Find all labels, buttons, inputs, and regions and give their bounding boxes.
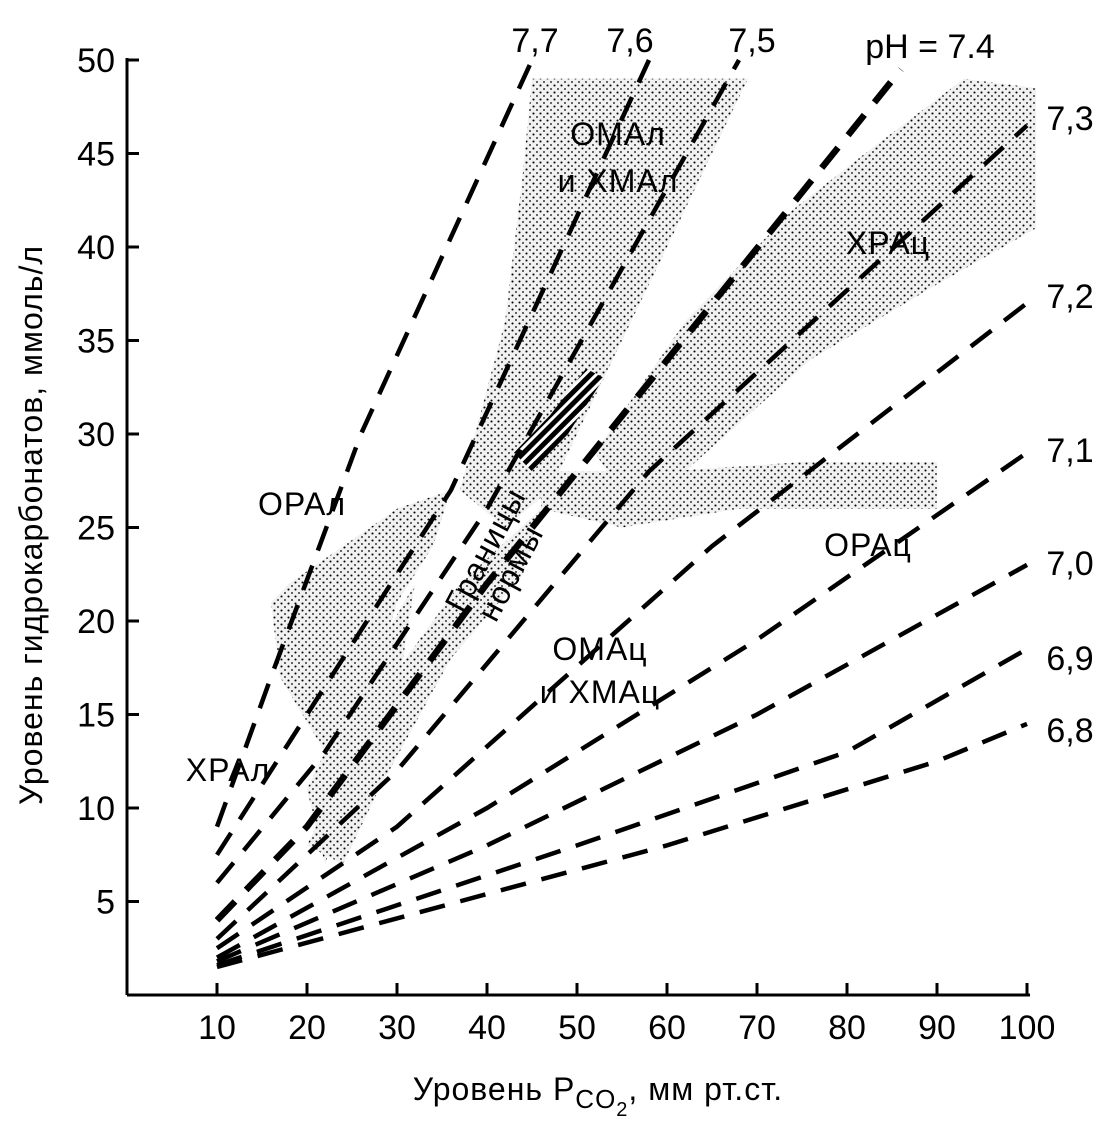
x-axis-title-unit: , мм рт.ст. (628, 1071, 783, 1107)
y-tick-label-6: 35 (77, 323, 115, 361)
y-tick-label-5: 30 (77, 416, 115, 454)
region-label-3-0: ОМАц (552, 631, 647, 667)
ph-label-1: 7,6 (606, 22, 653, 60)
region-label-0-1: и ХМАл (558, 163, 679, 199)
y-tick-label-2: 15 (77, 697, 115, 735)
ph-label-9: 6,8 (1046, 712, 1093, 750)
region-4 (271, 490, 451, 752)
region-label-1-0: ХРАц (846, 225, 930, 261)
x-axis-title: Уровень PCO2, мм рт.ст. (413, 1071, 783, 1121)
region-0 (460, 78, 748, 528)
x-tick-label-5: 60 (648, 1009, 686, 1047)
ph-label-2: 7,5 (728, 22, 775, 60)
x-tick-label-0: 10 (198, 1009, 236, 1047)
x-tick-label-8: 90 (918, 1009, 956, 1047)
x-axis-title-main: Уровень P (413, 1071, 576, 1107)
x-tick-label-6: 70 (738, 1009, 776, 1047)
ph-line-1 (215, 59, 652, 857)
x-axis-title-sub: CO (575, 1084, 616, 1114)
y-tick-label-4: 25 (77, 510, 115, 548)
region-label-4-0: ОРАл (258, 486, 346, 522)
ph-label-4: 7,3 (1046, 100, 1093, 138)
region-label-3-1: и ХМАц (540, 674, 660, 710)
x-tick-label-3: 40 (468, 1009, 506, 1047)
ph-label-8: 6,9 (1046, 640, 1093, 678)
y-axis-title: Уровень гидрокарбонатов, ммоль/л (13, 245, 49, 805)
y-tick-label-1: 10 (77, 790, 115, 828)
ph-line-5 (215, 301, 1029, 951)
region-1 (595, 78, 1036, 509)
ph-label-0: 7,7 (511, 22, 558, 60)
regions-layer (271, 78, 1036, 865)
ph-line-3 (214, 67, 904, 923)
ph-label-3: pH = 7.4 (865, 28, 994, 66)
region-label-5-0: ХРАл (186, 752, 271, 788)
ph-line-4 (215, 123, 1029, 941)
x-tick-label-1: 20 (288, 1009, 326, 1047)
x-tick-label-4: 50 (558, 1009, 596, 1047)
region-6 (514, 368, 604, 472)
ph-lines-layer (214, 58, 1029, 970)
region-label-0-0: ОМАл (570, 116, 666, 152)
x-axis-title-sub2: 2 (616, 1099, 628, 1121)
ph-line-2 (215, 58, 741, 885)
x-tick-label-7: 80 (828, 1009, 866, 1047)
y-tick-label-7: 40 (77, 229, 115, 267)
ph-label-7: 7,0 (1046, 545, 1093, 583)
y-tick-label-9: 50 (77, 42, 115, 80)
ph-label-6: 7,1 (1046, 432, 1093, 470)
region-3 (307, 508, 541, 865)
x-tick-label-2: 30 (378, 1009, 416, 1047)
ph-line-6 (215, 450, 1029, 960)
y-tick-label-0: 5 (96, 884, 115, 922)
ph-line-9 (216, 721, 1028, 970)
x-tick-label-9: 100 (999, 1009, 1056, 1047)
y-tick-label-3: 20 (77, 603, 115, 641)
ph-label-5: 7,2 (1046, 278, 1093, 316)
region-2 (541, 462, 937, 528)
ph-line-8 (216, 647, 1029, 968)
y-tick-label-8: 45 (77, 136, 115, 174)
region-label-2-0: ОРАц (824, 527, 912, 563)
ph-line-7 (216, 562, 1029, 964)
ticks-layer: 10 20 30 40 50 60 70 80 90 100 5 10 15 20 25 30 35 40 45 50 (77, 42, 1055, 1047)
